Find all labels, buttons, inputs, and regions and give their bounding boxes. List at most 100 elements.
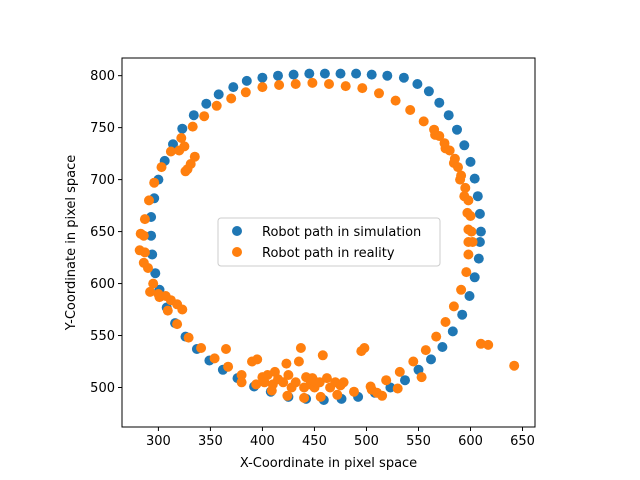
- x-tick-label: 600: [458, 434, 483, 449]
- reality-point: [236, 370, 247, 380]
- reality-point: [431, 331, 442, 342]
- reality-point: [332, 389, 343, 400]
- reality-point: [134, 245, 145, 256]
- reality-point: [293, 356, 304, 367]
- reality-point: [466, 226, 477, 237]
- reality-point: [340, 81, 351, 92]
- reality-point: [475, 338, 486, 349]
- simulation-point: [469, 173, 480, 184]
- reality-point: [177, 304, 188, 315]
- reality-point: [461, 267, 472, 278]
- reality-point: [359, 343, 370, 353]
- reality-point: [460, 182, 471, 193]
- reality-point: [307, 77, 318, 88]
- reality-point: [209, 353, 220, 364]
- reality-point: [145, 286, 156, 297]
- simulation-point: [213, 89, 224, 100]
- reality-point: [135, 228, 146, 239]
- simulation-point: [304, 68, 315, 79]
- x-tick-label: 350: [198, 434, 223, 449]
- legend: Robot path in simulation Robot path in r…: [217, 217, 441, 267]
- simulation-point: [228, 82, 239, 93]
- reality-point: [338, 377, 349, 388]
- y-tick-label: 650: [90, 225, 115, 240]
- legend-marker-reality: [232, 247, 242, 257]
- reality-point: [165, 146, 176, 157]
- y-tick-label: 500: [90, 381, 115, 396]
- reality-point: [226, 93, 237, 104]
- reality-point: [449, 153, 460, 164]
- reality-point: [467, 237, 478, 247]
- reality-point: [281, 358, 292, 369]
- reality-point: [317, 350, 328, 361]
- reality-point: [463, 249, 474, 260]
- reality-point: [196, 343, 207, 353]
- simulation-point: [382, 70, 393, 81]
- reality-point: [282, 390, 293, 401]
- plot-frame: [121, 57, 536, 428]
- x-tick-label: 500: [354, 434, 379, 449]
- simulation-point: [201, 98, 212, 109]
- legend-label-reality: Robot path in reality: [262, 246, 395, 261]
- reality-point: [185, 159, 196, 169]
- reality-point: [221, 344, 231, 354]
- simulation-point: [319, 68, 330, 79]
- simulation-point: [426, 354, 436, 365]
- reality-point: [240, 87, 251, 98]
- y-tick-label: 700: [90, 173, 115, 188]
- simulation-point: [335, 68, 346, 79]
- reality-point: [278, 377, 289, 388]
- reality-point: [148, 278, 159, 289]
- axis-ticks-layer: 300 350 400 450 500 550 600 650 500 550 600 650 700 7…: [90, 69, 535, 449]
- simulation-point: [257, 72, 268, 83]
- simulation-point: [177, 123, 188, 134]
- x-tick-label: 300: [146, 434, 171, 449]
- reality-point: [139, 214, 150, 225]
- reality-point: [187, 121, 198, 132]
- reality-point: [176, 133, 187, 143]
- simulation-point: [150, 268, 161, 279]
- reality-point: [509, 360, 520, 371]
- reality-point: [274, 80, 285, 90]
- reality-point: [149, 177, 160, 188]
- legend-label-simulation: Robot path in simulation: [262, 225, 421, 240]
- y-tick-label: 750: [90, 121, 115, 136]
- reality-point: [156, 162, 167, 173]
- simulation-point: [459, 140, 470, 151]
- reality-point: [392, 383, 403, 394]
- x-tick-label: 450: [302, 434, 327, 449]
- simulation-point: [434, 97, 445, 108]
- reality-point: [290, 377, 301, 388]
- data-points-layer: [134, 68, 520, 405]
- reality-point: [211, 100, 222, 111]
- reality-point: [223, 361, 234, 372]
- reality-point: [236, 377, 247, 388]
- simulation-point: [473, 253, 484, 264]
- simulation-point: [188, 110, 199, 121]
- reality-point: [321, 373, 332, 384]
- reality-point: [315, 391, 326, 402]
- reality-point: [252, 354, 263, 365]
- reality-point: [283, 370, 294, 380]
- reality-point: [357, 83, 368, 94]
- simulation-point: [475, 226, 486, 237]
- reality-point: [381, 375, 392, 386]
- reality-point: [483, 339, 494, 350]
- reality-point: [183, 332, 194, 343]
- simulation-point: [241, 75, 252, 86]
- reality-point: [416, 372, 427, 383]
- legend-marker-simulation: [232, 226, 242, 236]
- x-tick-label: 650: [510, 434, 535, 449]
- reality-point: [251, 379, 262, 390]
- legend-box: [217, 217, 441, 267]
- simulation-point: [464, 291, 475, 301]
- simulation-point: [474, 237, 485, 247]
- reality-point: [324, 79, 334, 89]
- y-tick-label: 800: [90, 69, 115, 84]
- reality-point: [440, 317, 451, 327]
- simulation-point: [443, 110, 454, 121]
- reality-point: [290, 79, 301, 89]
- reality-point: [394, 366, 405, 377]
- reality-point: [138, 257, 149, 268]
- reality-point: [172, 319, 183, 330]
